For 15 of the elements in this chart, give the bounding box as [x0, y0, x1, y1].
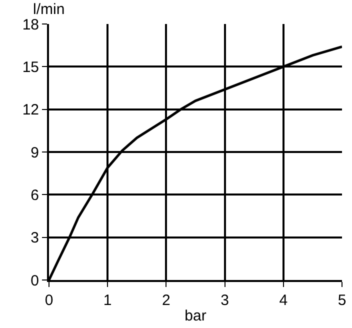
x-tick-label: 0	[44, 292, 54, 309]
y-tick-label: 0	[30, 272, 39, 290]
x-axis-title: bar	[184, 308, 206, 324]
y-tick-label: 18	[22, 16, 39, 34]
x-tick-label: 4	[279, 292, 288, 309]
y-axis-title: l/min	[33, 1, 65, 18]
x-tick-label: 5	[338, 292, 346, 309]
x-tick-label: 1	[103, 292, 112, 309]
y-tick-label: 12	[22, 102, 39, 119]
y-tick-label: 9	[30, 144, 39, 162]
x-tick-label: 2	[162, 292, 170, 309]
y-tick-label: 15	[22, 58, 39, 76]
x-tick-label: 3	[220, 292, 229, 309]
y-tick-label: 6	[30, 186, 39, 204]
y-tick-label: 3	[30, 230, 39, 247]
